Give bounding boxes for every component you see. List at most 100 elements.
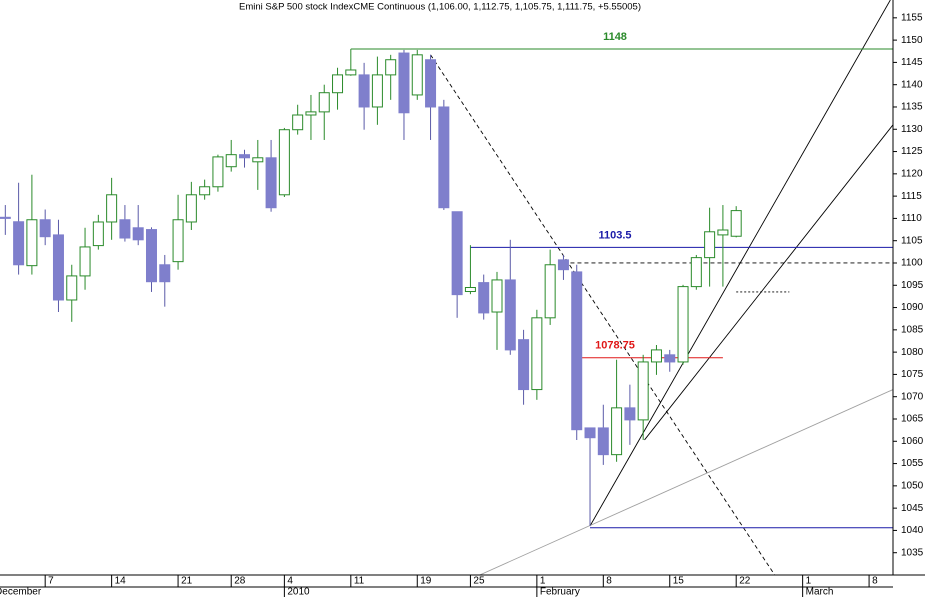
candle-body (464, 287, 476, 293)
x-tick-label: 14 (115, 576, 127, 587)
x-tick-label: 19 (420, 576, 432, 587)
candle-body (199, 186, 211, 196)
candle-body (451, 211, 463, 296)
candle-body (398, 52, 410, 114)
y-tick-label: 1125 (901, 146, 923, 157)
x-tick-label: 25 (473, 576, 485, 587)
candle-body (358, 74, 370, 108)
month-label: December (0, 587, 42, 597)
month-label: March (806, 587, 834, 597)
month-label: 2010 (287, 587, 310, 597)
candle-body (571, 271, 583, 431)
x-tick-label: 7 (48, 576, 54, 587)
candle-body (411, 54, 423, 96)
candle-body (318, 92, 330, 113)
y-tick-label: 1090 (901, 302, 924, 313)
level-label: 1148 (603, 31, 627, 43)
y-tick-label: 1135 (901, 102, 923, 113)
y-tick-label: 1110 (901, 213, 922, 224)
y-tick-label: 1075 (901, 369, 924, 380)
y-tick-label: 1130 (901, 124, 923, 135)
x-tick-label: 8 (872, 576, 878, 587)
candle-body (584, 427, 596, 439)
y-tick-label: 1065 (901, 414, 924, 425)
candle-body (438, 106, 450, 209)
candle-body (650, 349, 662, 363)
candle-body (145, 229, 157, 283)
candle-body (345, 69, 357, 76)
candle-body (225, 154, 237, 168)
x-tick-label: 11 (354, 576, 365, 587)
candle-body (39, 219, 51, 238)
y-tick-label: 1105 (901, 235, 923, 246)
candle-body (278, 129, 290, 196)
candle-body (717, 229, 729, 236)
trend-line (430, 54, 776, 575)
candle-body (79, 246, 91, 277)
chart-title: Emini S&P 500 stock IndexCME Continuous … (239, 2, 641, 13)
candle-body (106, 194, 118, 223)
candle-body (624, 407, 636, 421)
candle-body (239, 154, 251, 159)
x-tick-label: 1 (540, 576, 546, 587)
x-tick-label: 1 (806, 576, 812, 587)
candle-body (704, 231, 716, 259)
y-tick-label: 1120 (901, 168, 923, 179)
y-tick-label: 1035 (901, 547, 924, 558)
candle-body (677, 286, 689, 363)
candle-body (305, 111, 317, 116)
candle-body (332, 74, 344, 94)
x-tick-label: 21 (181, 576, 193, 587)
candle-body (185, 194, 197, 223)
level-label: 1103.5 (598, 229, 631, 241)
candle-body (119, 219, 131, 239)
candle-body (491, 279, 503, 313)
y-tick-label: 1040 (901, 525, 924, 536)
x-tick-label: 22 (739, 576, 751, 587)
y-tick-label: 1080 (901, 347, 924, 358)
candle-body (13, 221, 25, 266)
y-tick-label: 1070 (901, 391, 924, 402)
candle-body (518, 339, 530, 391)
candle-body (26, 219, 38, 267)
y-tick-label: 1100 (901, 258, 923, 269)
plot-area (0, 0, 893, 575)
x-tick-label: 28 (234, 576, 246, 587)
candle-body (92, 221, 104, 247)
candle-body (371, 74, 383, 108)
candle-body (690, 257, 702, 288)
candle-body (611, 407, 623, 456)
y-tick-label: 1045 (901, 503, 924, 514)
x-tick-label: 15 (673, 576, 685, 587)
y-tick-label: 1155 (901, 12, 923, 23)
candle-body (159, 264, 171, 283)
candle-body (664, 354, 676, 363)
y-tick-label: 1085 (901, 324, 924, 335)
candle-body (52, 234, 64, 301)
candle-body (557, 259, 569, 271)
candle-body (66, 275, 78, 301)
trend-line (644, 124, 893, 441)
y-tick-label: 1095 (901, 280, 924, 291)
candle-body (531, 317, 543, 391)
y-tick-label: 1055 (901, 458, 924, 469)
candle-body (730, 210, 742, 237)
candle-body (478, 282, 490, 314)
month-label: February (540, 587, 580, 597)
candle-body (132, 227, 144, 241)
level-label: 1078.75 (595, 340, 635, 352)
y-tick-label: 1140 (901, 79, 923, 90)
x-tick-label: 4 (287, 576, 293, 587)
y-tick-label: 1060 (901, 436, 924, 447)
candle-body (265, 157, 277, 209)
candle-body (0, 216, 11, 219)
y-tick-label: 1115 (901, 191, 922, 202)
candle-body (385, 59, 397, 76)
y-tick-label: 1150 (901, 35, 923, 46)
candle-body (425, 59, 437, 108)
y-tick-label: 1145 (901, 57, 923, 68)
candle-body (292, 114, 304, 131)
